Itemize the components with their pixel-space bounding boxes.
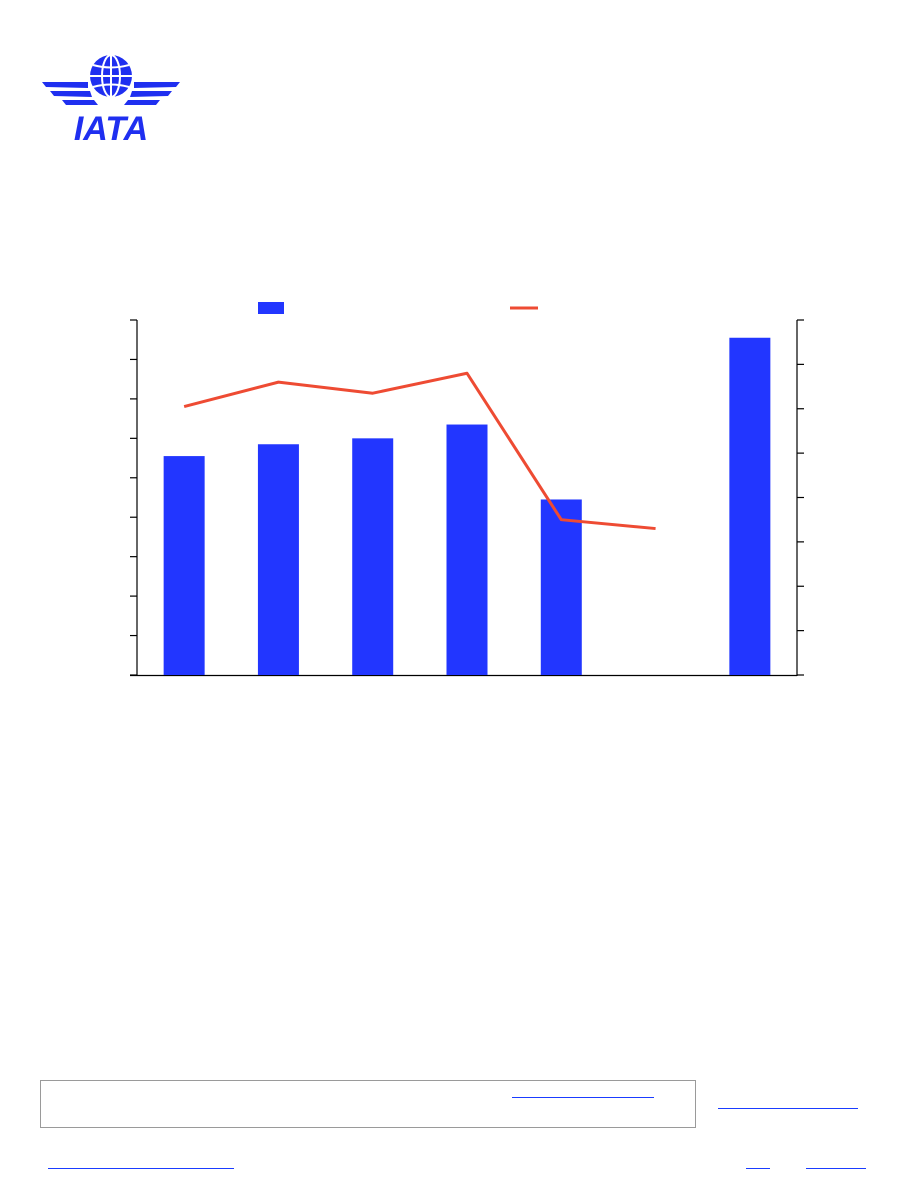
notice-box — [40, 1080, 696, 1128]
right-axis — [796, 319, 804, 676]
logo-wordmark: IATA — [74, 110, 148, 148]
footer-link-right[interactable] — [806, 1168, 866, 1169]
bar-4 — [540, 499, 582, 675]
chart — [130, 302, 804, 677]
legend-bar-swatch — [258, 302, 284, 314]
bar-6 — [729, 337, 771, 675]
line-series — [183, 371, 656, 531]
right-wing-icon — [124, 82, 180, 105]
bar-0 — [163, 456, 205, 675]
bar-2 — [352, 438, 394, 675]
footer-link-short[interactable] — [746, 1168, 770, 1169]
footer-link[interactable] — [48, 1168, 234, 1169]
bar-3 — [446, 424, 488, 675]
bars — [163, 337, 771, 675]
left-axis — [130, 319, 138, 676]
notice-link[interactable] — [512, 1097, 654, 1098]
iata-logo: IATA — [42, 54, 180, 148]
line-path — [183, 371, 656, 531]
legend — [258, 302, 538, 314]
side-link[interactable] — [718, 1108, 858, 1109]
left-wing-icon — [42, 82, 98, 105]
bar-1 — [257, 444, 299, 675]
